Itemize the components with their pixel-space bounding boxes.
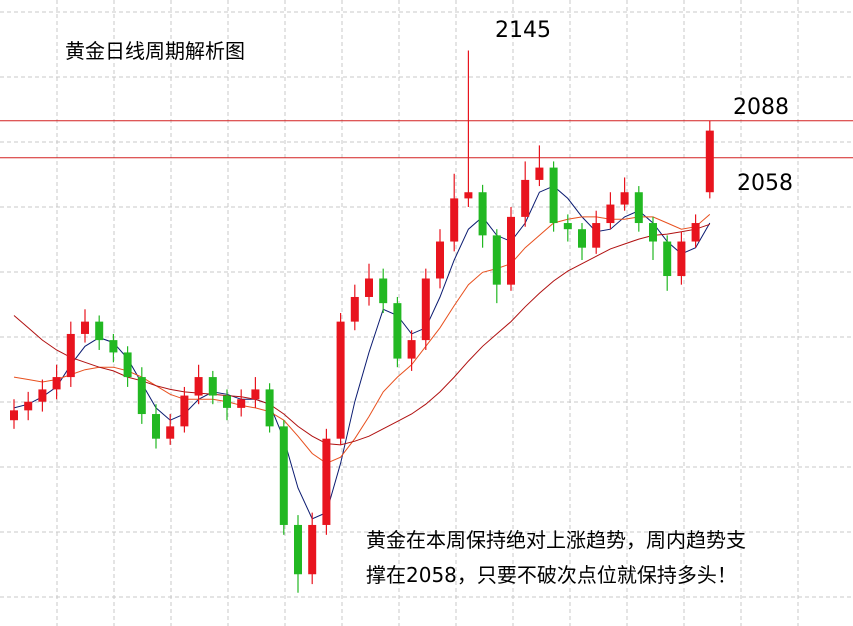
level-label: 2088 (733, 95, 789, 120)
level-label: 2058 (737, 171, 793, 196)
candle-body (436, 241, 444, 279)
candle-body (95, 321, 104, 341)
candle-body (691, 223, 700, 242)
candle-body (279, 426, 288, 525)
candle-body (393, 303, 402, 359)
candle-body (308, 524, 317, 575)
candle-body (606, 204, 615, 224)
candle-body (478, 192, 487, 236)
candle-body (592, 223, 601, 248)
candle-body (649, 223, 657, 242)
candle-body (535, 167, 544, 180)
candle-body (677, 241, 686, 277)
note-line: 黄金在本周保持绝对上涨趋势，周内趋势支 (366, 528, 746, 552)
chart-title: 黄金日线周期解析图 (65, 39, 245, 63)
candle-body (350, 296, 359, 322)
candle-body (549, 167, 558, 224)
moving-average-line (13, 185, 711, 520)
candle-body (578, 229, 586, 248)
candle-body (563, 223, 572, 230)
moving-average-line (13, 223, 710, 446)
candle-body (251, 389, 260, 400)
candle-body (663, 241, 672, 277)
candle-body (166, 426, 175, 439)
candle-body (421, 278, 430, 341)
candle-body (450, 198, 459, 242)
candle-body (38, 389, 47, 402)
candle-body (336, 321, 345, 439)
candle-body (10, 410, 18, 421)
candle-body (223, 395, 231, 408)
candle-body (464, 192, 473, 199)
candle-body (52, 377, 61, 390)
candle-body (634, 192, 643, 224)
candle-body (265, 389, 274, 427)
candle-body (379, 278, 388, 304)
candle-body (24, 401, 33, 411)
candle-body (620, 192, 629, 205)
candle-body (180, 395, 189, 427)
note-line: 撑在2058，只要不破次点位就保持多头！ (366, 563, 737, 587)
candle-body (152, 414, 160, 439)
candle-body (521, 179, 530, 217)
peak-label: 2145 (495, 18, 551, 43)
candle-body (322, 438, 331, 525)
candle-body (66, 333, 75, 378)
candle-body (123, 352, 132, 378)
candle-body (365, 278, 373, 297)
candle-body (137, 377, 146, 415)
candle-body (109, 340, 118, 353)
candle-body (492, 235, 501, 285)
candle-body (194, 377, 203, 396)
candle-body (507, 216, 515, 285)
candle-body (407, 340, 416, 359)
candle-body (237, 399, 246, 408)
candle-body (294, 524, 302, 575)
candle-body (705, 130, 714, 193)
candle-body (81, 321, 89, 334)
candle-body (208, 377, 217, 396)
